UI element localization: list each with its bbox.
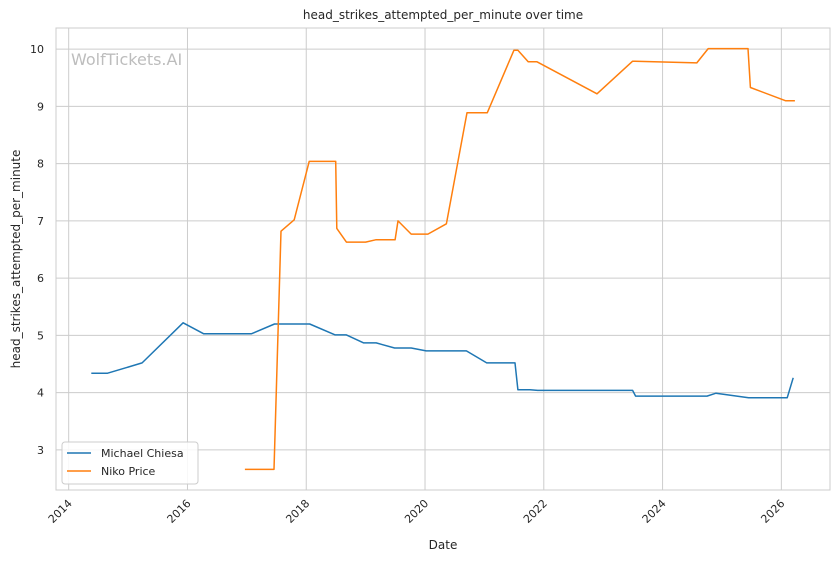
x-tick-label: 2026 <box>758 497 787 526</box>
x-axis-label: Date <box>429 538 458 552</box>
watermark: WolfTickets.AI <box>71 50 182 69</box>
y-tick-labels: 3 4 5 6 7 8 9 10 <box>30 43 44 457</box>
x-tick-label: 2020 <box>402 497 431 526</box>
legend: Michael Chiesa Niko Price <box>61 441 199 485</box>
y-tick-label: 6 <box>37 272 44 285</box>
series-line-michael-chiesa <box>91 322 794 399</box>
grid <box>56 28 830 490</box>
y-tick-label: 4 <box>37 387 44 400</box>
series-lines <box>91 47 795 471</box>
x-tick-labels: 2014 2016 2018 2020 2022 2024 2026 <box>46 497 788 526</box>
y-tick-label: 9 <box>37 100 44 113</box>
plot-frame <box>55 27 831 491</box>
legend-label-michael-chiesa: Michael Chiesa <box>101 447 184 460</box>
y-tick-label: 8 <box>37 158 44 171</box>
x-tick-label: 2024 <box>640 497 669 526</box>
y-tick-label: 10 <box>30 43 44 56</box>
legend-box <box>61 441 199 485</box>
x-tick-label: 2022 <box>521 497 550 526</box>
series-line-niko-price <box>244 47 795 471</box>
y-tick-label: 5 <box>37 329 44 342</box>
x-tick-label: 2014 <box>46 497 75 526</box>
y-tick-label: 3 <box>37 444 44 457</box>
y-tick-label: 7 <box>37 215 44 228</box>
legend-label-niko-price: Niko Price <box>101 465 156 478</box>
y-axis-label: head_strikes_attempted_per_minute <box>9 150 23 369</box>
x-tick-label: 2018 <box>283 497 312 526</box>
x-tick-label: 2016 <box>165 497 194 526</box>
chart-title: head_strikes_attempted_per_minute over t… <box>303 8 583 22</box>
